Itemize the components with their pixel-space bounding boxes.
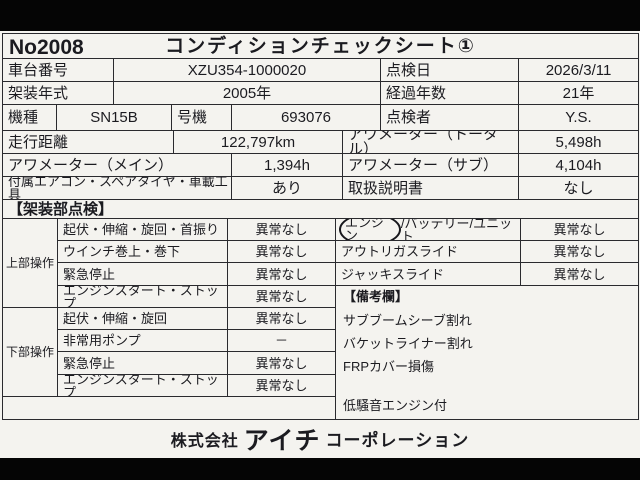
accessories-label: 付属エアコン・スペアタイヤ・車載工具 <box>2 176 232 200</box>
hour-total-label: アワメーター（トータル） <box>342 130 519 154</box>
remarks-header: 【備考欄】 <box>343 289 409 304</box>
check-item: 非常用ポンプ <box>57 329 228 352</box>
hour-total-value: 5,498h <box>518 130 639 154</box>
elapsed-years-label: 経過年数 <box>380 81 519 105</box>
check-item: エンジンスタート・ストップ <box>57 374 228 397</box>
check-result: 異常なし <box>227 374 336 397</box>
check-result: 異常なし <box>227 307 336 330</box>
model-label: 機種 <box>2 104 57 131</box>
hour-main-label: アワメーター（メイン） <box>2 153 232 177</box>
unit-no-value: 693076 <box>231 104 381 131</box>
check-item: 緊急停止 <box>57 351 228 375</box>
unit-no-label: 号機 <box>171 104 232 131</box>
section-title: 【架装部点検】 <box>2 199 639 219</box>
manual-label: 取扱説明書 <box>342 176 519 200</box>
remarks-line: FRPカバー損傷 <box>343 359 435 374</box>
check-result: － <box>227 329 336 352</box>
doc-number: No2008 <box>9 36 84 59</box>
accessories-value: あり <box>231 176 343 200</box>
model-value: SN15B <box>56 104 172 131</box>
chassis-value: XZU354-1000020 <box>113 58 381 82</box>
check-result: 異常なし <box>227 218 336 241</box>
sheet-title: コンディションチェックシート① <box>165 35 476 57</box>
body-year-value: 2005年 <box>113 81 381 105</box>
body-year-label: 架装年式 <box>2 81 114 105</box>
check-result: 異常なし <box>227 240 336 263</box>
inspector-label: 点検者 <box>380 104 519 131</box>
check-item-rest: /バッテリー/ユニット <box>400 218 513 241</box>
empty-cell <box>2 396 336 420</box>
remarks-footnote: 低騒音エンジン付 <box>343 398 448 413</box>
check-result: 異常なし <box>227 262 336 286</box>
check-item: 緊急停止 <box>57 262 228 286</box>
circled-engine-annotation: エンジン <box>339 219 401 240</box>
check-item: 起伏・伸縮・旋回 <box>57 307 228 330</box>
check-result: 異常なし <box>227 285 336 308</box>
remarks-line: サブブームシーブ割れ <box>343 313 472 328</box>
mileage-value: 122,797km <box>173 130 343 154</box>
check-result: 異常なし <box>520 262 639 286</box>
manual-value: なし <box>518 176 639 200</box>
company-logo: 株式会社 アイチ コーポレーション <box>0 419 640 458</box>
upper-group-label: 上部操作 <box>2 218 58 308</box>
hour-sub-value: 4,104h <box>518 153 639 177</box>
inspection-date-label: 点検日 <box>380 58 519 82</box>
company-suffix: コーポレーション <box>325 431 470 450</box>
check-sheet-page: No2008 コンディションチェックシート① 車台番号 XZU354-10000… <box>0 31 640 458</box>
chassis-label: 車台番号 <box>2 58 114 82</box>
mileage-label: 走行距離 <box>2 130 174 154</box>
check-result: 異常なし <box>520 218 639 241</box>
inspector-value: Y.S. <box>518 104 639 131</box>
check-item: ウインチ巻上・巻下 <box>57 240 228 263</box>
check-result: 異常なし <box>520 240 639 263</box>
company-name: アイチ <box>243 426 321 455</box>
check-item: 起伏・伸縮・旋回・首振り <box>57 218 228 241</box>
hour-main-value: 1,394h <box>231 153 343 177</box>
check-item: ジャッキスライド <box>335 262 521 286</box>
check-item: アウトリガスライド <box>335 240 521 263</box>
company-prefix: 株式会社 <box>170 432 239 450</box>
lower-group-label: 下部操作 <box>2 307 58 397</box>
inspection-date-value: 2026/3/11 <box>518 58 639 82</box>
remarks-line: バケットライナー割れ <box>343 336 473 351</box>
check-item: エンジンスタート・ストップ <box>57 285 228 308</box>
remarks-cell: 【備考欄】 サブブームシーブ割れ バケットライナー割れ FRPカバー損傷 低騒音… <box>335 285 639 420</box>
title-row: No2008 コンディションチェックシート① <box>2 33 639 59</box>
check-result: 異常なし <box>227 351 336 375</box>
hour-sub-label: アワメーター（サブ） <box>342 153 519 177</box>
check-item-engine-battery-unit: エンジン/バッテリー/ユニット <box>335 218 521 241</box>
elapsed-years-value: 21年 <box>518 81 639 105</box>
